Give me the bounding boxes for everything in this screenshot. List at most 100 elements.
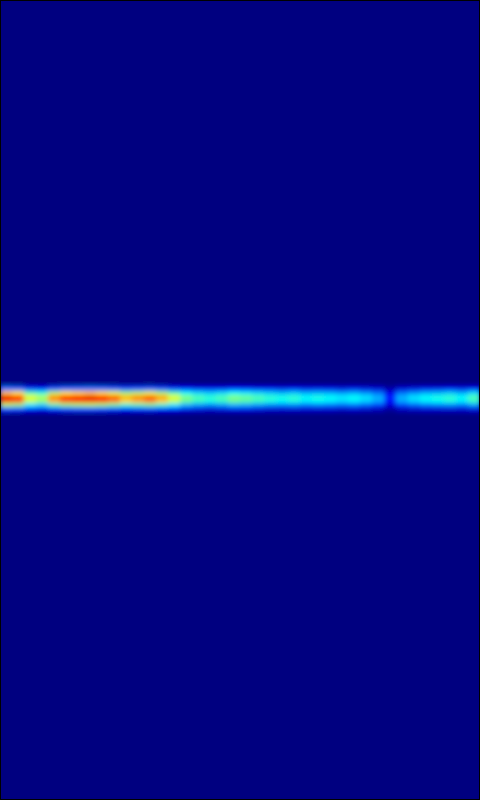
heat-cell [240, 386, 253, 392]
heat-cell [132, 403, 145, 408]
heat-cell [432, 412, 445, 800]
heat-cell [120, 412, 133, 800]
heat-cell [360, 412, 373, 800]
heat-cell [60, 412, 73, 800]
heat-cell [48, 391, 61, 396]
heat-cell [432, 407, 445, 413]
heat-cell [408, 403, 421, 408]
heat-cell [156, 407, 169, 413]
heat-cell [48, 0, 61, 387]
heat-cell [396, 386, 409, 392]
heat-cell [132, 391, 145, 396]
heat-cell [156, 403, 169, 408]
heat-cell [348, 386, 361, 392]
heat-cell [396, 391, 409, 396]
heat-cell [24, 407, 37, 413]
heat-cell [444, 0, 457, 387]
heat-cell [324, 399, 337, 404]
heat-cell [0, 391, 13, 396]
heat-cell [396, 395, 409, 400]
heat-cell [168, 391, 181, 396]
heat-cell [408, 395, 421, 400]
heat-cell [0, 395, 13, 400]
heat-cell [96, 386, 109, 392]
heat-cell [336, 395, 349, 400]
heat-cell [264, 0, 277, 387]
heat-cell [396, 412, 409, 800]
heat-cell [288, 386, 301, 392]
plot-frame [1, 1, 480, 800]
heat-cell [168, 386, 181, 392]
heat-cell [180, 0, 193, 387]
heat-cell [396, 407, 409, 413]
heat-cell [144, 399, 157, 404]
heat-cell [276, 386, 289, 392]
heat-cell [84, 391, 97, 396]
heat-cell [456, 407, 469, 413]
heat-cell [144, 403, 157, 408]
heat-cell [228, 412, 241, 800]
heat-cell [24, 399, 37, 404]
heat-cell [192, 391, 205, 396]
heat-cell [384, 403, 397, 408]
heat-cell [204, 399, 217, 404]
heat-cell [276, 407, 289, 413]
heat-cell [288, 399, 301, 404]
heat-cell [108, 395, 121, 400]
heat-cell [468, 386, 480, 392]
heat-cell [372, 391, 385, 396]
heat-cell [228, 407, 241, 413]
heat-cell [72, 386, 85, 392]
heat-cell [432, 403, 445, 408]
heat-cell [324, 386, 337, 392]
heat-cell [444, 399, 457, 404]
heat-cell [264, 386, 277, 392]
heat-cell [60, 391, 73, 396]
heat-cell [252, 403, 265, 408]
heat-cell [108, 399, 121, 404]
heat-cell [132, 412, 145, 800]
heat-cell [252, 0, 265, 387]
heat-cell [36, 386, 49, 392]
heat-cell [408, 0, 421, 387]
heat-cell [24, 403, 37, 408]
heat-cell [360, 403, 373, 408]
heat-cell [12, 412, 25, 800]
heat-cell [12, 399, 25, 404]
heat-cell [192, 395, 205, 400]
heat-cell [324, 407, 337, 413]
heat-cell [216, 386, 229, 392]
heat-cell [384, 412, 397, 800]
heat-cell [0, 386, 13, 392]
heat-cell [36, 395, 49, 400]
heat-cell [96, 399, 109, 404]
heat-cell [216, 395, 229, 400]
heat-cell [240, 0, 253, 387]
heat-cell [216, 391, 229, 396]
heat-cell [24, 391, 37, 396]
heat-cell [48, 412, 61, 800]
heat-cell [204, 412, 217, 800]
heat-cell [276, 0, 289, 387]
heat-cell [120, 403, 133, 408]
heat-cell [204, 407, 217, 413]
heat-cell [168, 0, 181, 387]
heat-cell [48, 407, 61, 413]
heat-cell [108, 412, 121, 800]
heat-cell [252, 386, 265, 392]
heat-cell [192, 407, 205, 413]
heat-cell [276, 403, 289, 408]
heat-cell [348, 391, 361, 396]
cell-group [0, 0, 480, 800]
heat-cell [108, 386, 121, 392]
heat-cell [108, 391, 121, 396]
heat-cell [180, 407, 193, 413]
heat-cell [384, 407, 397, 413]
heat-cell [96, 0, 109, 387]
heat-cell [312, 391, 325, 396]
heat-cell [12, 0, 25, 387]
heat-cell [456, 391, 469, 396]
heat-cell [408, 407, 421, 413]
heat-cell [372, 407, 385, 413]
heat-cell [384, 391, 397, 396]
